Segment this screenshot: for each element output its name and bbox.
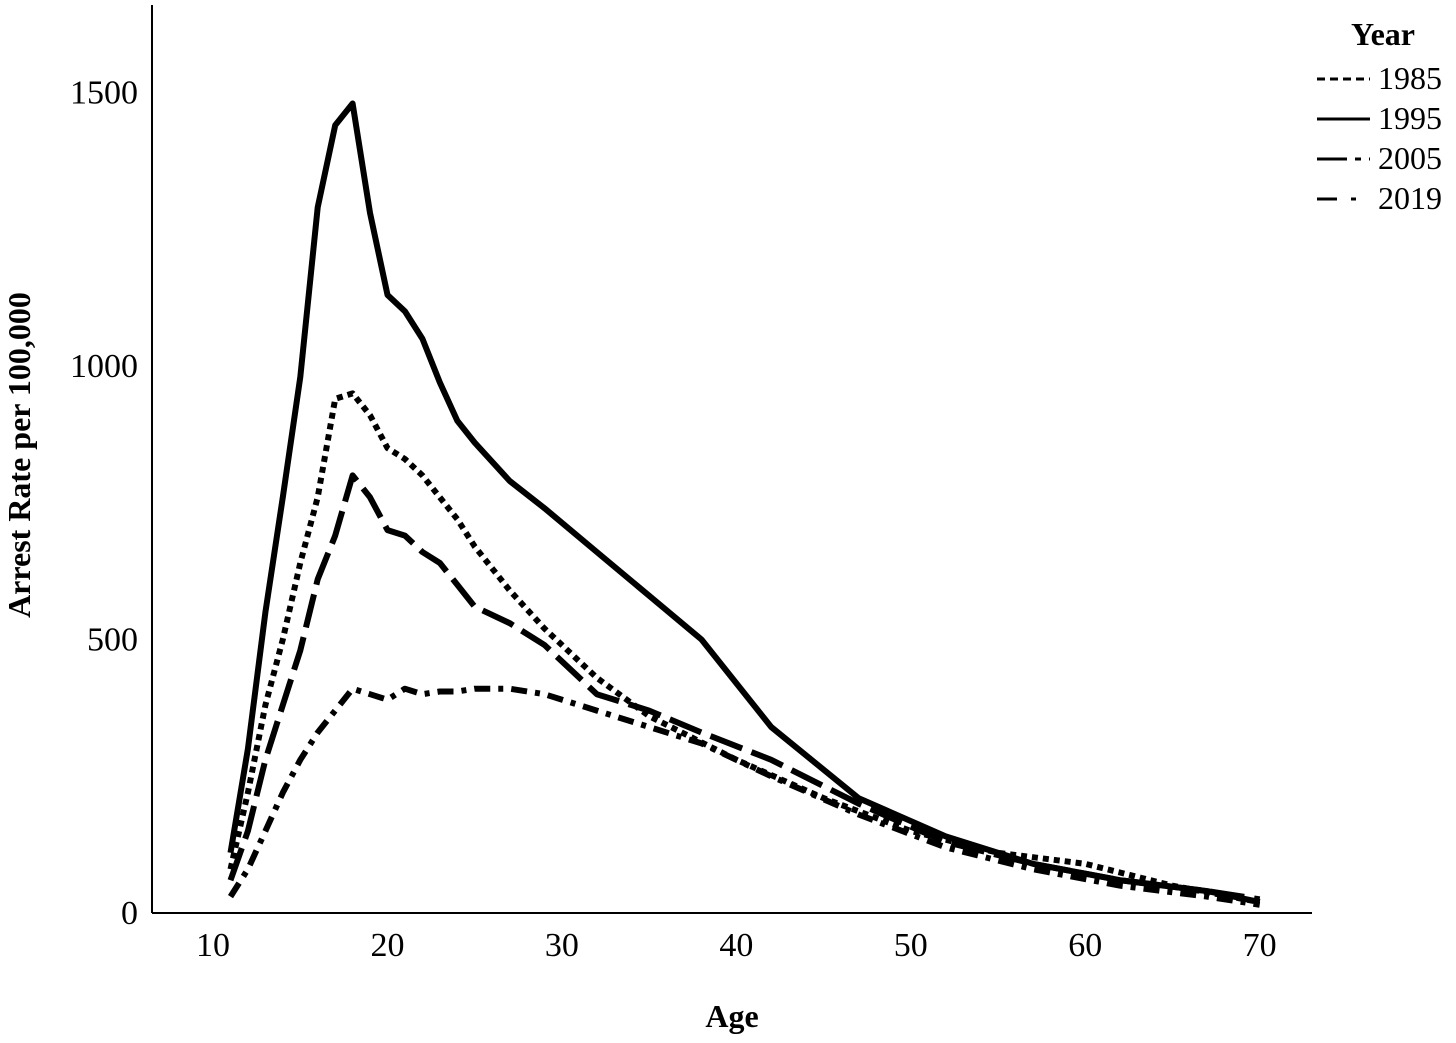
x-tick-label: 20 [370, 927, 404, 964]
series-line-2005 [227, 472, 1261, 903]
tick-labels: 10 20 30 40 50 60 70 0 500 1000 1500 [70, 75, 1277, 964]
legend-item-2019: 2019 [1317, 180, 1442, 216]
legend-item-1985: 1985 [1317, 60, 1442, 96]
y-tick-label: 500 [87, 622, 138, 659]
x-tick-label: 40 [719, 927, 753, 964]
x-tick-label: 10 [196, 927, 230, 964]
y-tick-label: 1000 [70, 348, 138, 385]
x-tick-label: 60 [1068, 927, 1102, 964]
legend-label: 1985 [1378, 60, 1442, 96]
series-line-1985 [227, 390, 1261, 906]
legend: Year 1985 1995 2005 2019 [1317, 16, 1442, 216]
legend-label: 2019 [1378, 180, 1442, 216]
legend-label: 2005 [1378, 140, 1442, 176]
y-tick-label: 1500 [70, 75, 138, 112]
x-tick-label: 50 [894, 927, 928, 964]
x-axis-title: Age [705, 998, 758, 1034]
legend-item-1995: 1995 [1317, 100, 1442, 136]
y-tick-label: 0 [121, 895, 138, 932]
x-tick-label: 30 [545, 927, 579, 964]
series-line-2019 [227, 685, 1261, 908]
x-tick-label: 70 [1243, 927, 1277, 964]
series-line-1995 [227, 100, 1261, 906]
axes [151, 5, 1312, 914]
series-lines [227, 100, 1261, 908]
legend-item-2005: 2005 [1317, 140, 1442, 176]
legend-title: Year [1351, 16, 1415, 52]
legend-label: 1995 [1378, 100, 1442, 136]
y-axis-title: Arrest Rate per 100,000 [1, 292, 37, 618]
